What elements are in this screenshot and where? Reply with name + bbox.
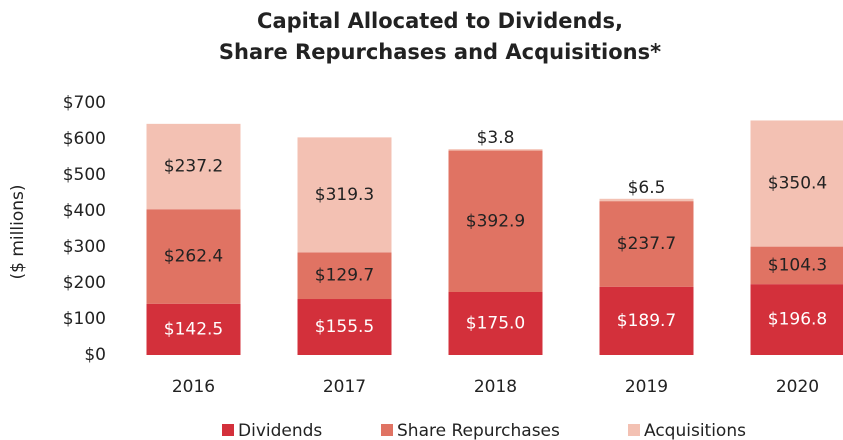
x-tick-label: 2020 <box>776 377 819 397</box>
bar-segment <box>297 252 392 300</box>
bar-segment <box>750 246 843 285</box>
bar-segment <box>599 198 694 202</box>
chart-title: Capital Allocated to Dividends, <box>257 9 623 33</box>
bar-segment <box>750 284 843 355</box>
bar-segment <box>599 286 694 355</box>
legend-swatch <box>381 424 393 436</box>
y-tick-label: $600 <box>63 129 106 149</box>
legend-label: Dividends <box>238 421 322 440</box>
value-label: $319.3 <box>315 185 374 205</box>
legend-label: Share Repurchases <box>397 421 560 440</box>
x-tick-label: 2016 <box>172 377 215 397</box>
bar-segment <box>297 137 392 253</box>
y-tick-label: $400 <box>63 201 106 221</box>
x-tick-label: 2018 <box>474 377 517 397</box>
y-tick-label: $700 <box>63 93 106 113</box>
value-label: $262.4 <box>164 246 223 266</box>
value-label: $237.7 <box>617 234 676 254</box>
bar-segment <box>448 292 543 355</box>
value-label: $189.7 <box>617 311 676 331</box>
bar-segment <box>297 299 392 355</box>
y-tick-label: $100 <box>63 309 106 329</box>
value-label: $392.9 <box>466 211 525 231</box>
bar-segment <box>750 120 843 247</box>
value-label: $3.8 <box>477 128 515 148</box>
x-tick-label: 2017 <box>323 377 366 397</box>
legend-label: Acquisitions <box>644 421 746 440</box>
value-label: $155.5 <box>315 317 374 337</box>
value-label: $196.8 <box>768 310 827 330</box>
value-label: $350.4 <box>768 174 827 194</box>
value-label: $104.3 <box>768 255 827 275</box>
value-label: $175.0 <box>466 314 525 334</box>
legend-swatch <box>628 424 640 436</box>
bar-segment <box>448 149 543 151</box>
value-label: $129.7 <box>315 266 374 286</box>
y-tick-label: $300 <box>63 237 106 257</box>
bar-segment <box>599 201 694 287</box>
value-label: $142.5 <box>164 319 223 339</box>
bar-segment <box>146 209 241 304</box>
chart-title: Share Repurchases and Acquisitions* <box>219 40 661 64</box>
y-tick-label: $200 <box>63 273 106 293</box>
value-label: $6.5 <box>628 178 666 198</box>
y-tick-label: $500 <box>63 165 106 185</box>
bar-segment <box>146 123 241 210</box>
y-tick-label: $0 <box>84 345 106 365</box>
legend-swatch <box>222 424 234 436</box>
y-axis-label: ($ millions) <box>8 185 28 280</box>
bar-segment <box>146 303 241 355</box>
value-label: $237.2 <box>164 157 223 177</box>
x-tick-label: 2019 <box>625 377 668 397</box>
bar-segment <box>448 150 543 292</box>
